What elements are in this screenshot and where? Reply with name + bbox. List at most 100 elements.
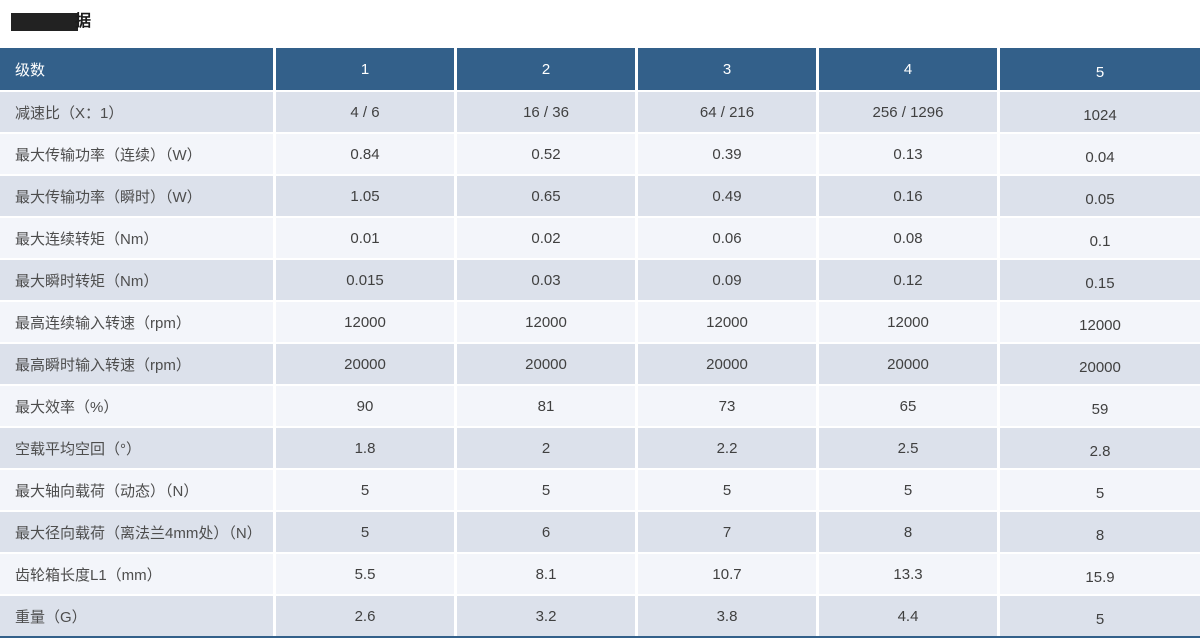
cell: 12000 <box>997 300 1200 342</box>
table-row: 最高瞬时输入转速（rpm） 20000 20000 20000 20000 20000 <box>0 342 1200 384</box>
table-row: 空载平均空回（°） 1.8 2 2.2 2.5 2.8 <box>0 426 1200 468</box>
row-label: 最高连续输入转速（rpm） <box>0 300 273 342</box>
cell: 0.09 <box>635 258 816 300</box>
table-row: 重量（G） 2.6 3.2 3.8 4.4 5 <box>0 594 1200 636</box>
row-label: 最大连续转矩（Nm） <box>0 216 273 258</box>
cell: 4 / 6 <box>273 90 454 132</box>
cell: 2.2 <box>635 426 816 468</box>
page-header: 据 <box>0 0 1200 48</box>
cell: 3.8 <box>635 594 816 636</box>
cell: 7 <box>635 510 816 552</box>
cell: 81 <box>454 384 635 426</box>
cell: 12000 <box>273 300 454 342</box>
cell: 5 <box>635 468 816 510</box>
cell: 0.52 <box>454 132 635 174</box>
cell: 73 <box>635 384 816 426</box>
cell: 0.03 <box>454 258 635 300</box>
table-row: 齿轮箱长度L1（mm） 5.5 8.1 10.7 13.3 15.9 <box>0 552 1200 594</box>
cell: 8.1 <box>454 552 635 594</box>
column-header-5: 5 <box>997 48 1200 90</box>
cell: 0.04 <box>997 132 1200 174</box>
row-label: 最大效率（%） <box>0 384 273 426</box>
row-label: 最大径向载荷（离法兰4mm处）（N） <box>0 510 273 552</box>
cell: 12000 <box>635 300 816 342</box>
table-corner-header: 级数 <box>0 48 273 90</box>
table-row: 最大效率（%） 90 81 73 65 59 <box>0 384 1200 426</box>
cell: 5 <box>273 510 454 552</box>
cell: 20000 <box>273 342 454 384</box>
cell: 0.01 <box>273 216 454 258</box>
cell: 6 <box>454 510 635 552</box>
cell: 0.39 <box>635 132 816 174</box>
row-label: 最大传输功率（瞬时）（W） <box>0 174 273 216</box>
row-label: 空载平均空回（°） <box>0 426 273 468</box>
cell: 20000 <box>997 342 1200 384</box>
cell: 5 <box>816 468 997 510</box>
bottom-accent-bar <box>0 636 1200 638</box>
cell: 0.02 <box>454 216 635 258</box>
row-label: 最高瞬时输入转速（rpm） <box>0 342 273 384</box>
column-header-2: 2 <box>454 48 635 90</box>
cell: 13.3 <box>816 552 997 594</box>
cell: 5 <box>997 468 1200 510</box>
cell: 2.6 <box>273 594 454 636</box>
row-label: 减速比（X：1） <box>0 90 273 132</box>
column-header-1: 1 <box>273 48 454 90</box>
cell: 20000 <box>816 342 997 384</box>
cell: 8 <box>816 510 997 552</box>
table-row: 最大传输功率（连续）（W） 0.84 0.52 0.39 0.13 0.04 <box>0 132 1200 174</box>
column-header-4: 4 <box>816 48 997 90</box>
cell: 10.7 <box>635 552 816 594</box>
cell: 1.05 <box>273 174 454 216</box>
table-row: 减速比（X：1） 4 / 6 16 / 36 64 / 216 256 / 1296 10… <box>0 90 1200 132</box>
cell: 16 / 36 <box>454 90 635 132</box>
cell: 59 <box>997 384 1200 426</box>
cell: 3.2 <box>454 594 635 636</box>
cell: 0.015 <box>273 258 454 300</box>
title-redaction-bar <box>11 13 78 31</box>
row-label: 重量（G） <box>0 594 273 636</box>
cell: 20000 <box>635 342 816 384</box>
table-row: 最大连续转矩（Nm） 0.01 0.02 0.06 0.08 0.1 <box>0 216 1200 258</box>
cell: 1.8 <box>273 426 454 468</box>
cell: 0.05 <box>997 174 1200 216</box>
row-label: 最大传输功率（连续）（W） <box>0 132 273 174</box>
cell: 15.9 <box>997 552 1200 594</box>
table-row: 最大瞬时转矩（Nm） 0.015 0.03 0.09 0.12 0.15 <box>0 258 1200 300</box>
cell: 5.5 <box>273 552 454 594</box>
cell: 12000 <box>454 300 635 342</box>
table-row: 最大径向载荷（离法兰4mm处）（N） 5 6 7 8 8 <box>0 510 1200 552</box>
column-header-3: 3 <box>635 48 816 90</box>
table-row: 最高连续输入转速（rpm） 12000 12000 12000 12000 12000 <box>0 300 1200 342</box>
cell: 0.06 <box>635 216 816 258</box>
cell: 2 <box>454 426 635 468</box>
table-row: 最大轴向载荷（动态）（N） 5 5 5 5 5 <box>0 468 1200 510</box>
row-label: 齿轮箱长度L1（mm） <box>0 552 273 594</box>
cell: 0.1 <box>997 216 1200 258</box>
row-label: 最大轴向载荷（动态）（N） <box>0 468 273 510</box>
cell: 0.12 <box>816 258 997 300</box>
cell: 0.08 <box>816 216 997 258</box>
cell: 5 <box>997 594 1200 636</box>
cell: 0.15 <box>997 258 1200 300</box>
cell: 2.8 <box>997 426 1200 468</box>
cell: 64 / 216 <box>635 90 816 132</box>
cell: 0.84 <box>273 132 454 174</box>
cell: 256 / 1296 <box>816 90 997 132</box>
cell: 2.5 <box>816 426 997 468</box>
cell: 0.65 <box>454 174 635 216</box>
cell: 5 <box>454 468 635 510</box>
cell: 8 <box>997 510 1200 552</box>
cell: 90 <box>273 384 454 426</box>
cell: 0.13 <box>816 132 997 174</box>
cell: 0.49 <box>635 174 816 216</box>
table-row: 最大传输功率（瞬时）（W） 1.05 0.65 0.49 0.16 0.05 <box>0 174 1200 216</box>
row-label: 最大瞬时转矩（Nm） <box>0 258 273 300</box>
page-title: 据 <box>75 13 92 30</box>
cell: 65 <box>816 384 997 426</box>
cell: 20000 <box>454 342 635 384</box>
cell: 4.4 <box>816 594 997 636</box>
